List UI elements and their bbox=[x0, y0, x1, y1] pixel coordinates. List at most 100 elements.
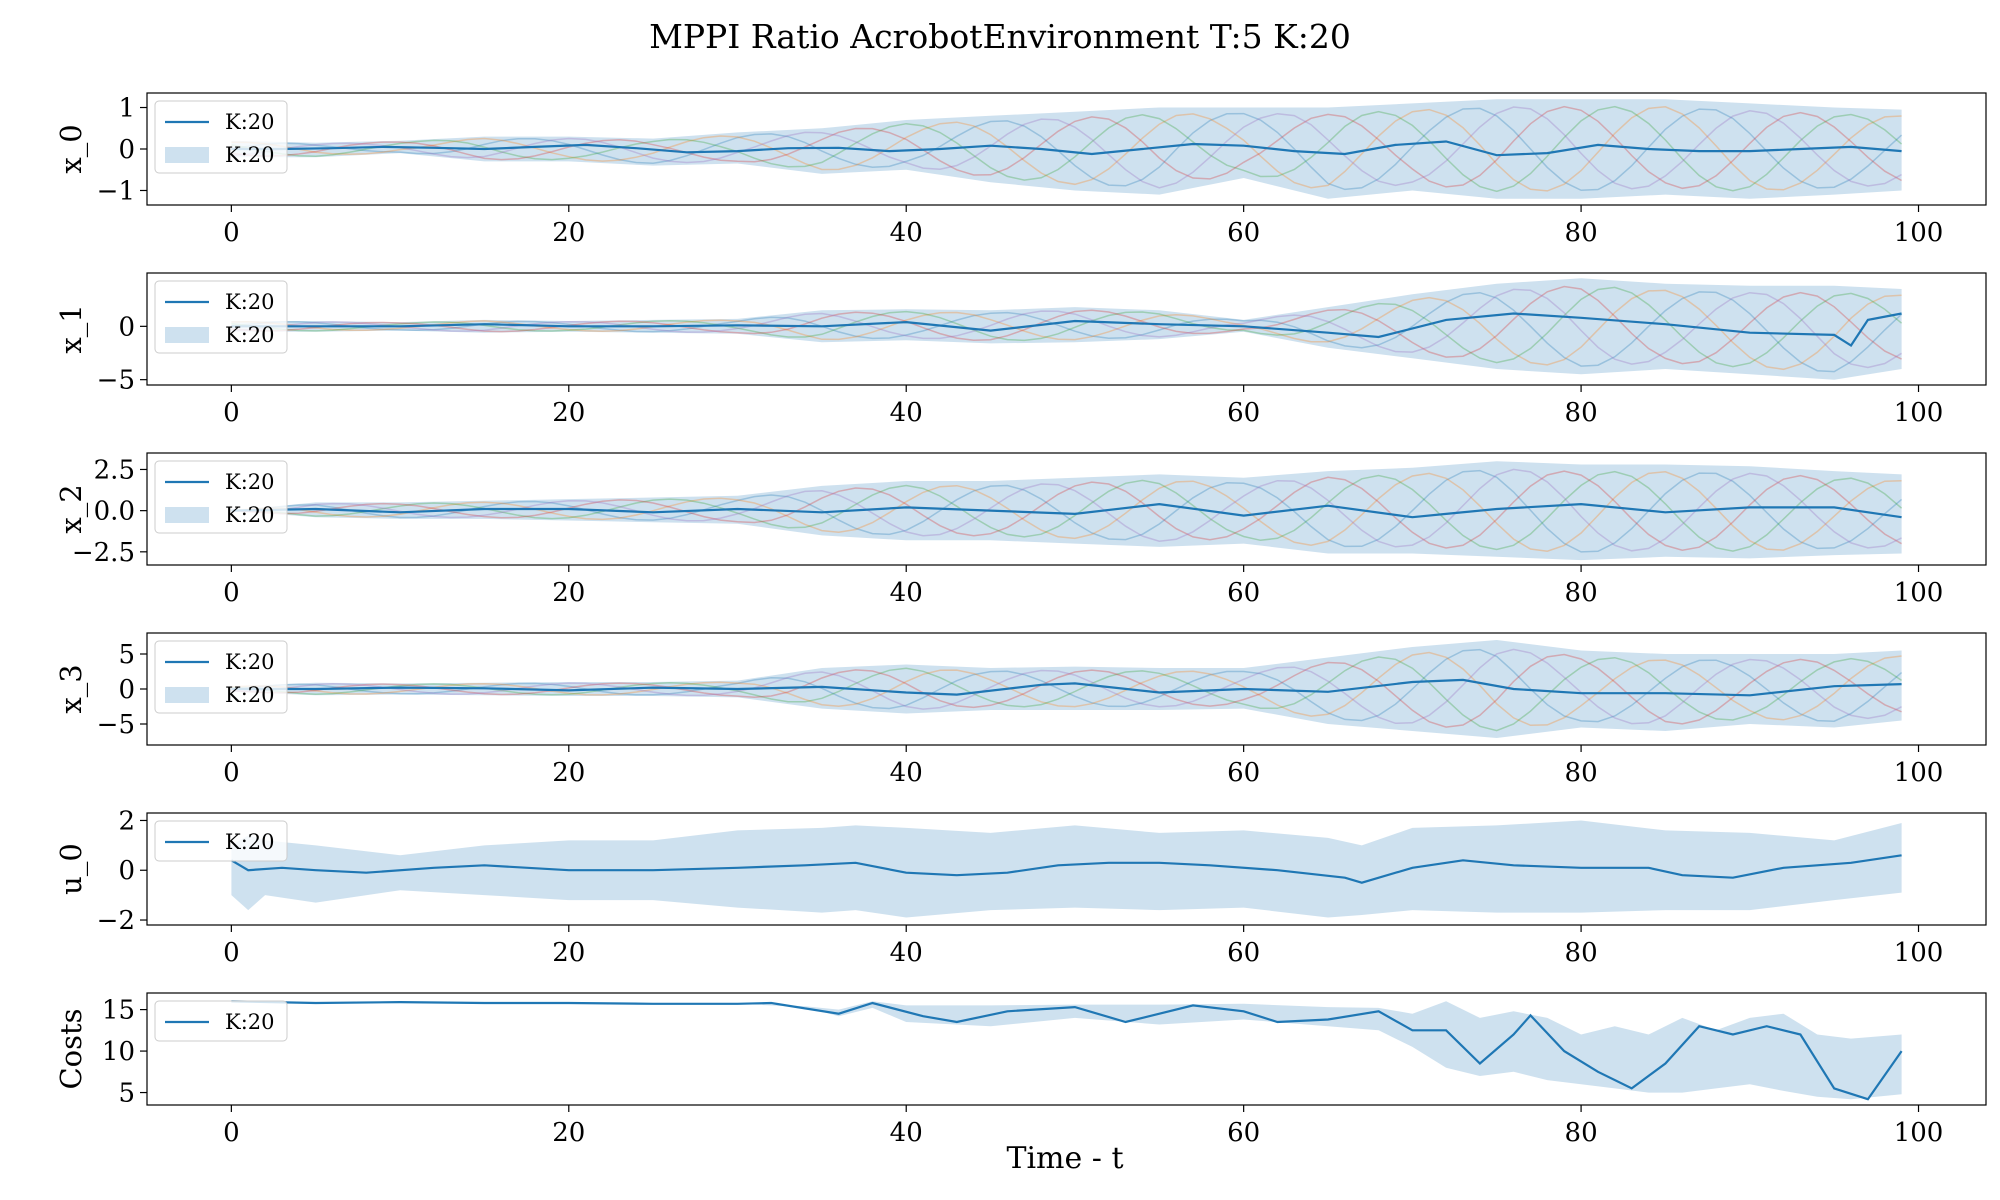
legend-label: K:20 bbox=[225, 470, 275, 494]
x-tick-label: 100 bbox=[1894, 578, 1944, 608]
trajectory-line bbox=[231, 471, 1902, 552]
x-tick-label: 0 bbox=[223, 758, 240, 788]
x-tick-label: 40 bbox=[890, 398, 923, 428]
x-tick-label: 20 bbox=[552, 938, 585, 968]
trajectory-line bbox=[231, 651, 1902, 727]
confidence-band bbox=[231, 1001, 1902, 1100]
trajectory-line bbox=[231, 289, 1902, 371]
x-tick-label: 60 bbox=[1227, 938, 1260, 968]
y-tick-label: −5 bbox=[97, 366, 135, 396]
y-axis-label: x_0 bbox=[54, 124, 89, 173]
legend-box bbox=[154, 1000, 288, 1042]
trajectory-line bbox=[231, 470, 1902, 551]
legend-label: K:20 bbox=[225, 323, 275, 347]
y-tick-label: 2.5 bbox=[94, 455, 135, 485]
legend-band-swatch bbox=[165, 147, 209, 163]
trajectory-line bbox=[231, 286, 1903, 368]
trajectory-line bbox=[231, 288, 1902, 369]
legend-label: K:20 bbox=[225, 683, 275, 707]
mean-line bbox=[231, 1000, 1903, 1101]
legend: K:20 bbox=[154, 820, 288, 862]
x-tick-label: 20 bbox=[552, 398, 585, 428]
confidence-band bbox=[231, 640, 1902, 738]
confidence-band bbox=[231, 278, 1902, 380]
y-tick-label: −2.5 bbox=[72, 538, 135, 568]
mean-line bbox=[231, 502, 1902, 519]
legend-label: K:20 bbox=[225, 290, 275, 314]
y-tick-label: 5 bbox=[118, 1079, 135, 1109]
legend-box bbox=[154, 820, 288, 862]
plot-area bbox=[231, 461, 1903, 561]
legend: K:20 K:20 bbox=[154, 460, 288, 534]
y-axis-label: x_2 bbox=[54, 484, 89, 533]
x-tick-label: 40 bbox=[890, 578, 923, 608]
trajectory-line bbox=[231, 106, 1902, 192]
mean-line bbox=[231, 312, 1902, 348]
subplot-x_1: 0 20 40 60 80 100 0 −5 x_1 K:20 K:20 bbox=[54, 272, 1987, 428]
subplot-Costs: 0 20 40 60 80 100 15 10 5 Costs K:20 bbox=[54, 992, 1987, 1148]
y-tick-label: 2 bbox=[118, 806, 135, 836]
y-axis-label: Costs bbox=[54, 1008, 88, 1089]
subplot-x_0: 0 20 40 60 80 100 1 0 −1 x_0 K:20 K:20 bbox=[54, 92, 1987, 248]
mean-line bbox=[231, 140, 1902, 157]
x-tick-label: 100 bbox=[1894, 758, 1944, 788]
x-tick-label: 0 bbox=[223, 938, 240, 968]
x-tick-label: 60 bbox=[1227, 578, 1260, 608]
plot-area bbox=[231, 640, 1903, 738]
legend-band-swatch bbox=[165, 687, 209, 703]
plot-area bbox=[231, 99, 1903, 199]
chart-title: MPPI Ratio AcrobotEnvironment T:5 K:20 bbox=[649, 17, 1351, 56]
x-tick-label: 40 bbox=[890, 218, 923, 248]
legend-label: K:20 bbox=[225, 830, 275, 854]
legend: K:20 K:20 bbox=[154, 280, 288, 354]
y-tick-label: 0 bbox=[118, 312, 135, 342]
y-tick-label: 10 bbox=[102, 1037, 135, 1067]
x-axis-label: Time - t bbox=[1006, 1141, 1123, 1176]
x-tick-label: 60 bbox=[1227, 758, 1260, 788]
y-tick-label: 0 bbox=[118, 675, 135, 705]
y-tick-label: 0 bbox=[118, 135, 135, 165]
legend-label: K:20 bbox=[225, 650, 275, 674]
trajectory-line bbox=[231, 285, 1902, 365]
legend: K:20 K:20 bbox=[154, 640, 288, 714]
trajectory-line bbox=[231, 469, 1903, 553]
x-tick-label: 80 bbox=[1565, 938, 1598, 968]
x-tick-label: 100 bbox=[1894, 398, 1944, 428]
legend-band-swatch bbox=[165, 327, 209, 343]
trajectory-line bbox=[231, 106, 1902, 190]
x-tick-label: 0 bbox=[223, 398, 240, 428]
y-tick-label: 15 bbox=[102, 996, 135, 1026]
trajectory-line bbox=[231, 468, 1902, 552]
x-tick-label: 40 bbox=[890, 758, 923, 788]
trajectory-line bbox=[231, 105, 1903, 193]
legend-label: K:20 bbox=[225, 110, 275, 134]
legend-label: K:20 bbox=[225, 1010, 275, 1034]
y-tick-label: 5 bbox=[118, 640, 135, 670]
y-axis-label: u_0 bbox=[54, 843, 89, 895]
x-tick-label: 0 bbox=[223, 578, 240, 608]
plot-area bbox=[231, 278, 1903, 380]
subplot-x_3: 0 20 40 60 80 100 5 0 −5 x_3 K:20 K:20 bbox=[54, 632, 1987, 788]
x-tick-label: 80 bbox=[1565, 1118, 1598, 1148]
trajectory-line bbox=[231, 648, 1903, 723]
subplot-x_2: 0 20 40 60 80 100 2.5 0.0 −2.5 x_2 K:20 K:20 bbox=[54, 452, 1987, 608]
trajectory-line bbox=[231, 291, 1903, 373]
axes-frame bbox=[146, 992, 1987, 1106]
x-tick-label: 100 bbox=[1894, 218, 1944, 248]
confidence-band bbox=[231, 820, 1902, 918]
x-tick-label: 20 bbox=[552, 218, 585, 248]
y-axis-label: x_1 bbox=[54, 304, 89, 353]
x-tick-label: 20 bbox=[552, 578, 585, 608]
x-tick-label: 80 bbox=[1565, 578, 1598, 608]
y-tick-label: 0 bbox=[118, 856, 135, 886]
legend: K:20 K:20 bbox=[154, 100, 288, 174]
mean-line bbox=[230, 854, 1902, 884]
y-tick-label: −1 bbox=[97, 176, 135, 206]
y-tick-label: −2 bbox=[97, 906, 135, 936]
axes-frame bbox=[146, 272, 1987, 386]
legend-band-swatch bbox=[165, 507, 209, 523]
x-tick-label: 60 bbox=[1227, 398, 1260, 428]
axes-frame bbox=[146, 812, 1987, 926]
x-tick-label: 0 bbox=[223, 218, 240, 248]
